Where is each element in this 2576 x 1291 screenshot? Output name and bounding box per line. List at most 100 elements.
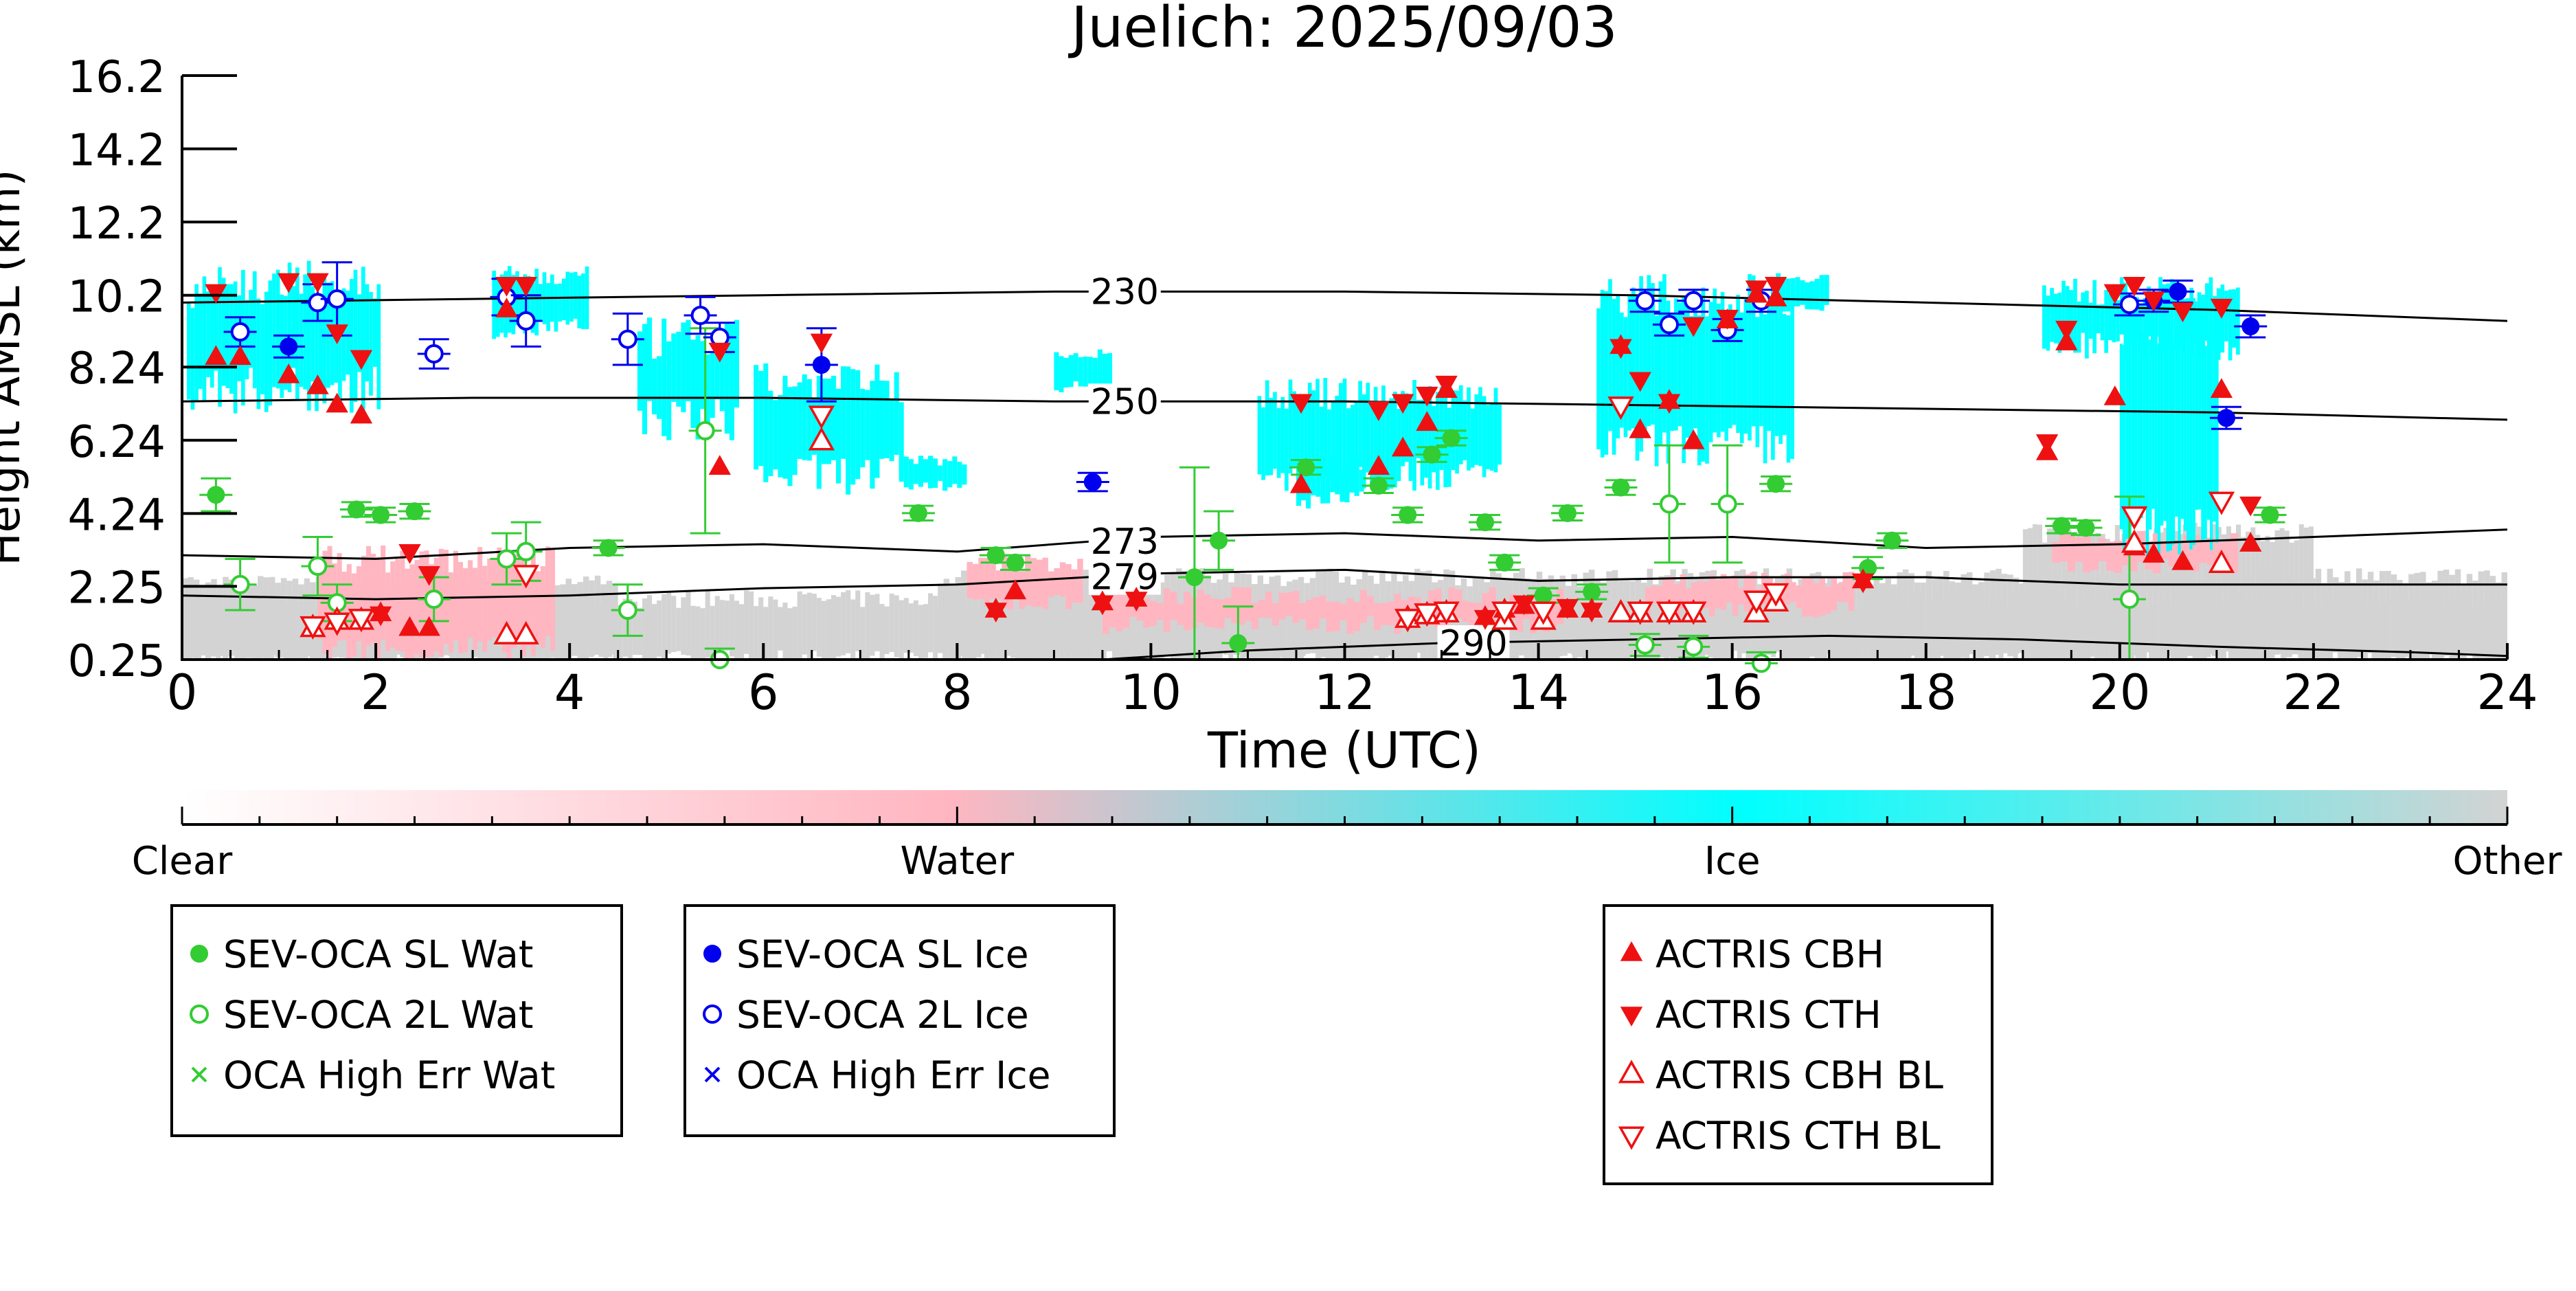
data-point xyxy=(398,543,421,564)
cloud-mask-column xyxy=(1677,302,1682,427)
cloud-mask-column xyxy=(1143,598,1151,628)
data-point xyxy=(810,333,833,354)
legend-label: OCA High Err Wat xyxy=(223,1053,555,1097)
data-point xyxy=(1473,609,1497,630)
cloud-mask-column xyxy=(2145,306,2149,557)
cloud-mask-column xyxy=(744,590,749,654)
data-point xyxy=(1659,494,1679,514)
data-point xyxy=(1083,473,1102,491)
cloud-mask-column xyxy=(758,370,764,467)
data-point xyxy=(369,606,392,627)
cloud-mask-column xyxy=(263,577,269,658)
cloud-mask-column xyxy=(1030,574,1037,660)
data-point xyxy=(2055,320,2078,341)
cloud-mask-column xyxy=(2112,299,2116,343)
cloud-mask-column xyxy=(2204,346,2207,539)
cloud-mask-column xyxy=(1304,397,1308,473)
cloud-mask-column xyxy=(558,283,562,322)
data-point xyxy=(808,405,835,429)
cloud-mask-column xyxy=(1455,590,1462,618)
legend-entry: OCA High Err Ice xyxy=(704,1053,1050,1097)
cloud-mask-column xyxy=(2284,530,2290,600)
cloud-mask-column xyxy=(860,607,866,660)
legend-marker xyxy=(191,1066,207,1083)
y-tick-label: 2.25 xyxy=(68,563,166,614)
data-point xyxy=(1442,429,1460,447)
cloud-mask-column xyxy=(1102,353,1107,391)
cloud-mask-column xyxy=(234,581,240,660)
cloud-mask-column xyxy=(268,280,273,406)
cloud-mask-column xyxy=(1263,583,1269,660)
cloud-mask-column xyxy=(797,591,802,660)
cloud-mask-column xyxy=(2461,584,2467,660)
cloud-mask-column xyxy=(1030,558,1037,607)
cloud-mask-column xyxy=(448,572,453,653)
cloud-mask-column xyxy=(1809,281,1815,310)
data-point xyxy=(708,342,731,363)
data-point xyxy=(909,504,927,522)
cloud-mask-column xyxy=(1339,582,1345,660)
ice-mask-region xyxy=(1596,273,1794,467)
cloud-mask-column xyxy=(690,605,696,660)
cloud-mask-column xyxy=(539,284,543,321)
legend-box: ACTRIS CBH ACTRIS CTH ACTRIS CBH BL ACTRIS … xyxy=(1603,904,1993,1185)
cloud-mask-column xyxy=(1385,401,1390,490)
cloud-mask-column xyxy=(589,580,595,656)
cloud-mask-column xyxy=(561,278,566,321)
cloud-mask-column xyxy=(671,596,677,653)
x-tick-label: 14 xyxy=(1508,664,1569,721)
cloud-mask-column xyxy=(1107,352,1112,385)
cloud-mask-column xyxy=(1077,586,1083,659)
cloud-mask-column xyxy=(1720,574,1727,610)
ice-mask-region xyxy=(637,317,739,440)
cloud-mask-column xyxy=(1116,588,1123,631)
cloud-mask-column xyxy=(1170,591,1177,620)
cloud-mask-column xyxy=(884,381,890,458)
cloud-mask-column xyxy=(357,294,361,372)
cloud-mask-column xyxy=(836,596,841,657)
cloud-mask-column xyxy=(2096,304,2101,334)
cloud-mask-column xyxy=(193,579,200,660)
cloud-mask-column xyxy=(2472,580,2478,660)
cloud-mask-column xyxy=(1299,603,1307,620)
cloud-mask-column xyxy=(256,298,261,409)
cloud-mask-column xyxy=(1065,563,1072,609)
legend-entry: ACTRIS CBH xyxy=(1620,932,1884,976)
y-tick-label: 12.2 xyxy=(68,199,166,249)
cloud-mask-column xyxy=(1796,585,1803,609)
cloud-mask-column xyxy=(1092,357,1098,384)
data-point xyxy=(690,306,710,326)
legend-frame xyxy=(1603,904,1993,1185)
cloud-mask-column xyxy=(2220,284,2225,353)
cloud-mask-column xyxy=(860,388,866,468)
cloud-mask-column xyxy=(662,318,667,436)
cloud-mask-column xyxy=(1736,295,1740,434)
data-point xyxy=(1762,583,1789,607)
cloud-mask-column xyxy=(534,269,539,336)
cloud-mask-column xyxy=(1631,287,1636,429)
cloud-mask-column xyxy=(1273,392,1277,469)
legend-marker xyxy=(190,1004,209,1024)
cloud-mask-column xyxy=(2100,576,2107,660)
cloud-mask-column xyxy=(1771,287,1775,460)
cloud-mask-column xyxy=(1245,587,1252,621)
cloud-mask-column xyxy=(729,594,734,657)
cloud-mask-column xyxy=(2202,530,2207,605)
cloud-mask-column xyxy=(356,566,361,642)
cloud-mask-column xyxy=(457,561,464,653)
cloud-mask-column xyxy=(2007,574,2013,657)
cloud-mask-column xyxy=(2193,581,2200,660)
cloud-mask-column xyxy=(269,576,275,655)
cloud-mask-column xyxy=(938,465,943,481)
cloud-mask-column xyxy=(1474,394,1479,465)
cloud-mask-column xyxy=(2139,304,2143,350)
data-point xyxy=(515,276,537,297)
cloud-mask-column xyxy=(2140,330,2143,519)
cloud-mask-column xyxy=(2385,570,2391,658)
cloud-mask-column xyxy=(855,370,861,480)
cloud-mask-column xyxy=(1455,585,1461,660)
cloud-mask-column xyxy=(797,382,802,459)
colorbar-label: Clear xyxy=(132,839,233,884)
cloud-mask-column xyxy=(2408,574,2415,660)
cloud-mask-column xyxy=(2228,289,2233,361)
